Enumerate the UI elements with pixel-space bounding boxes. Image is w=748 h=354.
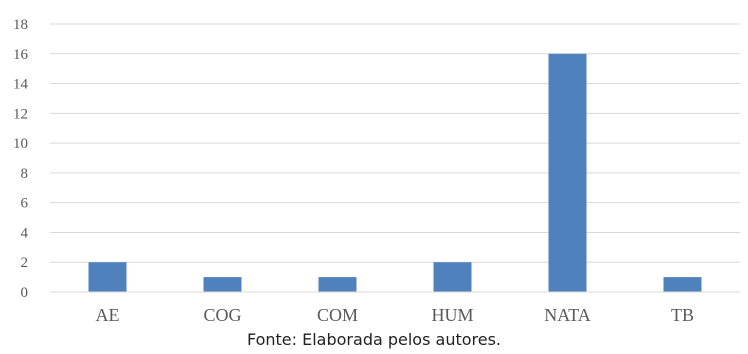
y-axis-ticks: 0 2 4 6 8 10 12 14 16 18 bbox=[13, 17, 29, 301]
y-tick-label: 12 bbox=[13, 106, 28, 122]
x-category-label: NATA bbox=[544, 305, 591, 325]
y-tick-label: 0 bbox=[21, 285, 29, 301]
y-tick-label: 6 bbox=[21, 196, 29, 212]
y-tick-label: 16 bbox=[13, 47, 29, 63]
bars bbox=[88, 53, 702, 293]
x-axis-categories: AE COG COM HUM NATA TB bbox=[96, 305, 695, 325]
x-category-label: AE bbox=[96, 305, 120, 325]
y-tick-label: 10 bbox=[13, 136, 28, 152]
x-category-label: HUM bbox=[431, 305, 473, 325]
bar-com bbox=[318, 277, 357, 292]
y-tick-label: 18 bbox=[13, 17, 28, 33]
x-category-label: COG bbox=[203, 305, 241, 325]
x-category-label: COM bbox=[317, 305, 358, 325]
bar-hum bbox=[433, 262, 472, 292]
bar-chart: 0 2 4 6 8 10 12 14 16 18 AE COG COM HUM NATA TB bbox=[13, 17, 740, 325]
x-category-label: TB bbox=[671, 305, 694, 325]
y-tick-label: 14 bbox=[13, 77, 29, 93]
source-note: Fonte: Elaborada pelos autores. bbox=[246, 330, 502, 349]
bar-nata bbox=[548, 53, 587, 293]
gridlines bbox=[50, 23, 740, 263]
y-tick-label: 4 bbox=[21, 225, 29, 241]
bar-cog bbox=[203, 277, 242, 292]
bar-ae bbox=[88, 262, 127, 292]
y-tick-label: 8 bbox=[21, 166, 29, 182]
bar-tb bbox=[663, 277, 702, 292]
y-tick-label: 2 bbox=[21, 255, 29, 271]
